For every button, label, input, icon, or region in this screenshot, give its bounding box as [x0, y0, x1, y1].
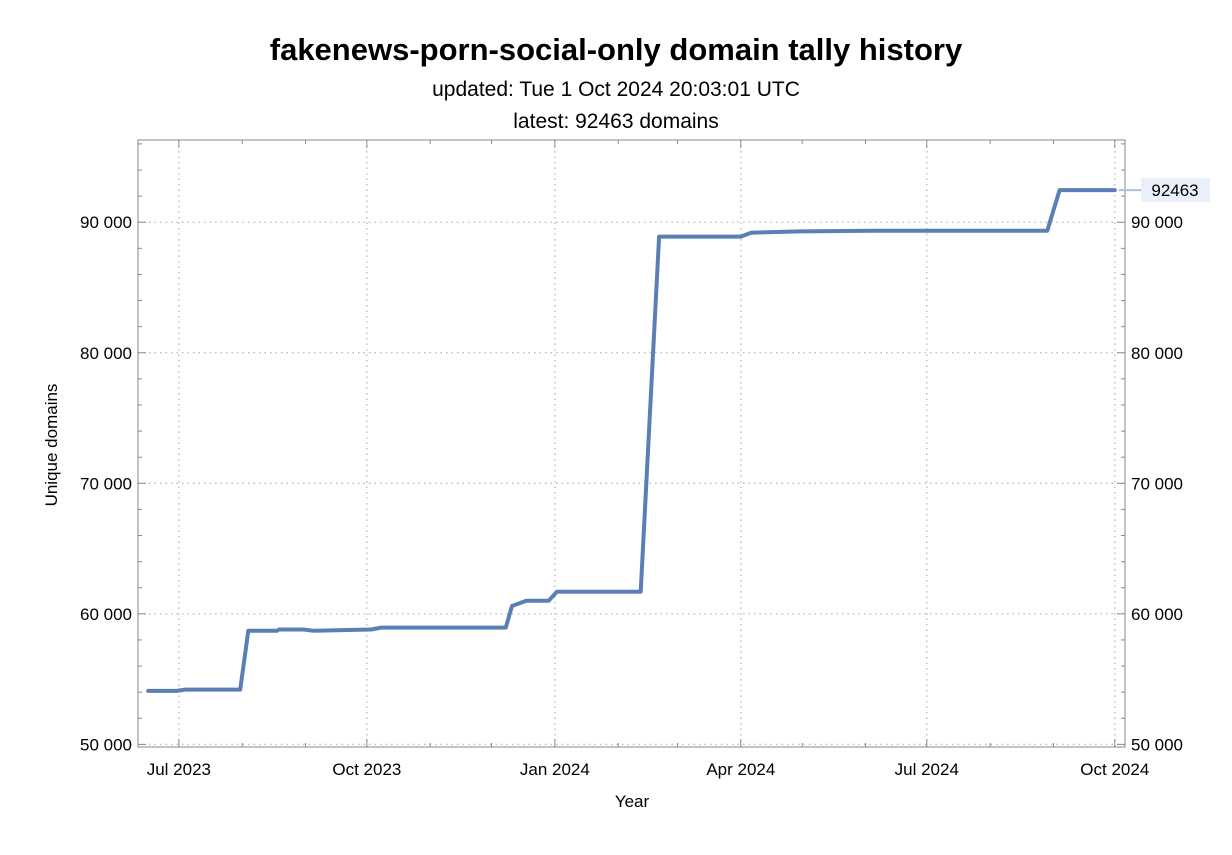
- y-tick-label-left: 60 000: [80, 605, 132, 624]
- x-tick-label: Apr 2024: [706, 760, 775, 779]
- x-tick-label: Oct 2023: [332, 760, 401, 779]
- x-tick-label: Jul 2024: [895, 760, 959, 779]
- last-value-label: 92463: [1151, 181, 1198, 200]
- y-tick-label-right: 90 000: [1131, 213, 1183, 232]
- series-line: [146, 188, 1117, 693]
- y-tick-label-left: 90 000: [80, 213, 132, 232]
- latest-subtitle: latest: 92463 domains: [513, 110, 719, 133]
- y-tick-label-right: 70 000: [1131, 474, 1183, 493]
- y-axis-label: Unique domains: [42, 384, 61, 507]
- chart-title: fakenews-porn-social-only domain tally h…: [269, 32, 963, 67]
- x-tick-label: Jul 2023: [147, 760, 211, 779]
- x-tick-label: Oct 2024: [1080, 760, 1149, 779]
- grid-lines: [138, 140, 1125, 747]
- y-tick-label-right: 50 000: [1131, 735, 1183, 754]
- x-axis-label: Year: [615, 792, 650, 811]
- y-tick-label-left: 70 000: [80, 474, 132, 493]
- y-tick-label-left: 80 000: [80, 344, 132, 363]
- x-tick-label: Jan 2024: [520, 760, 590, 779]
- plot-frame: [137, 139, 1126, 748]
- y-tick-label-right: 80 000: [1131, 344, 1183, 363]
- y-tick-label-right: 60 000: [1131, 605, 1183, 624]
- y-tick-label-left: 50 000: [80, 735, 132, 754]
- updated-subtitle: updated: Tue 1 Oct 2024 20:03:01 UTC: [432, 78, 800, 101]
- last-value-box: [1141, 178, 1210, 203]
- series-layer: 92463: [146, 178, 1210, 693]
- tick-labels: Jul 2023 Oct 2023 Jan 2024 Apr 2024 Jul 2024…: [80, 213, 1183, 779]
- axis-ticks: [138, 140, 1125, 747]
